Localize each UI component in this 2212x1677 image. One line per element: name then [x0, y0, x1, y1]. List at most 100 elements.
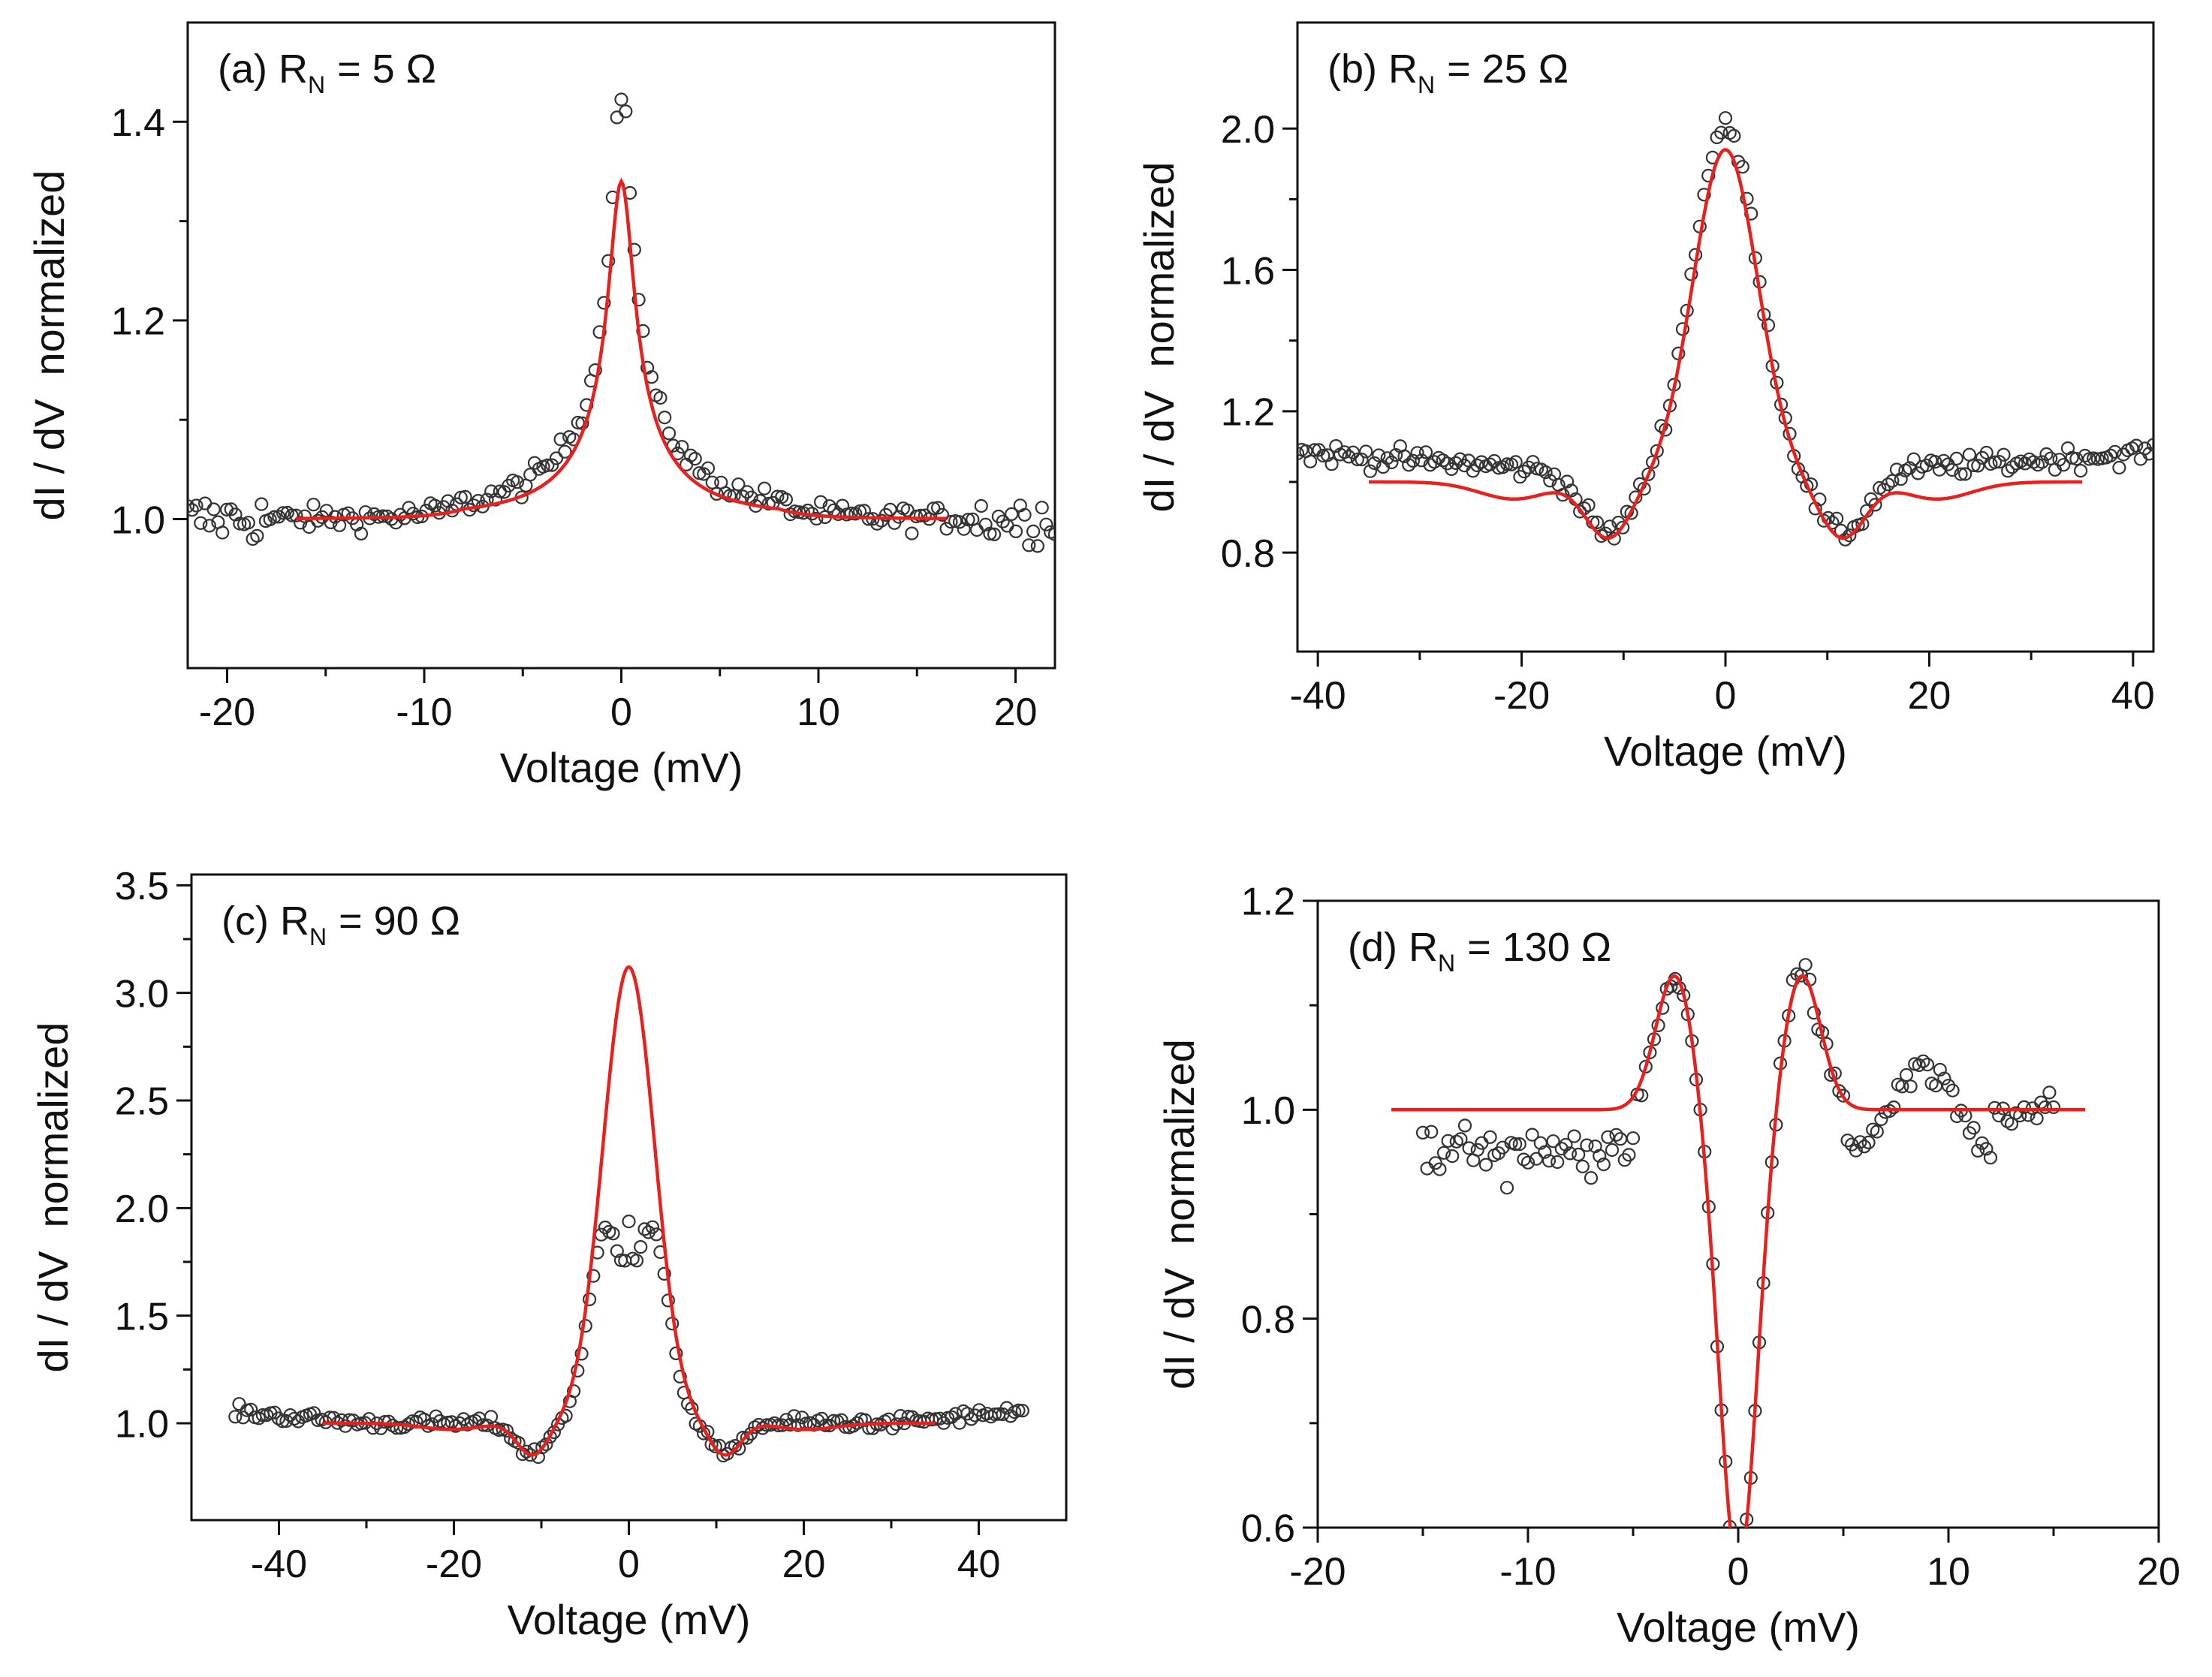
data-point	[787, 1409, 801, 1423]
data-point	[1567, 1129, 1581, 1143]
data-point	[987, 1407, 1002, 1422]
data-point	[1418, 445, 1433, 459]
data-point	[673, 1369, 687, 1384]
data-point	[969, 522, 984, 537]
data-point	[658, 410, 672, 425]
data-point	[1475, 1136, 1489, 1150]
data-point	[2046, 1100, 2061, 1115]
panel-b-ylabel: dI / dV normalized	[1135, 162, 1183, 513]
data-point	[1564, 483, 1578, 498]
data-point	[2129, 438, 2144, 453]
data-point	[710, 486, 724, 501]
data-point	[1363, 464, 1378, 478]
data-point	[653, 390, 668, 405]
y-tick-label: 0.8	[1241, 1298, 1295, 1341]
data-point	[601, 254, 616, 268]
data-point	[1303, 454, 1318, 468]
y-tick-label: 1.0	[1241, 1089, 1295, 1133]
data-point	[539, 1437, 553, 1452]
data-point	[428, 498, 442, 513]
data-point	[194, 516, 208, 530]
x-tick-label: 20	[1908, 674, 1951, 718]
data-point	[930, 501, 945, 515]
panel-b: -40 -20 0 20 40 0.8 1.2 1.6 2.0 Voltage (mV) dI …	[1135, 21, 2155, 775]
data-point	[1954, 467, 1968, 481]
data-point	[553, 432, 568, 447]
data-point	[2108, 444, 2122, 459]
data-point	[390, 1421, 404, 1435]
data-point	[1402, 458, 1416, 472]
data-point	[1406, 453, 1421, 468]
data-point	[952, 515, 967, 529]
data-point	[657, 1266, 671, 1281]
data-point	[1718, 111, 1733, 125]
data-point	[1593, 1149, 1607, 1163]
data-point	[661, 426, 677, 441]
x-tick-label: -40	[1290, 674, 1346, 718]
data-point	[913, 508, 928, 522]
data-point	[1887, 1100, 1901, 1115]
data-point	[2035, 455, 2049, 469]
data-point	[1855, 516, 1870, 531]
panel-a: -20 -10 0 10 20 1.0 1.2 1.4 Voltage (mV) dI / d…	[26, 21, 1056, 791]
data-point	[1624, 506, 1638, 520]
data-point	[1937, 1071, 1951, 1085]
data-point	[255, 497, 269, 511]
x-tick-label: 10	[797, 691, 840, 734]
data-point	[1454, 1132, 1468, 1146]
data-point	[1380, 451, 1394, 465]
data-point	[504, 1431, 518, 1446]
data-point	[241, 516, 255, 530]
data-point	[1478, 1158, 1493, 1172]
panel-b-axes: -40 -20 0 20 40 0.8 1.2 1.6 2.0	[1221, 108, 2155, 718]
data-point	[1397, 449, 1412, 464]
data-point	[2069, 452, 2084, 466]
data-point	[1945, 462, 1960, 477]
data-point	[250, 528, 264, 543]
panel-d-ylabel: dI / dV normalized	[1156, 1039, 1203, 1389]
data-point	[1761, 318, 1776, 333]
data-point	[289, 508, 303, 522]
data-point	[1415, 1125, 1430, 1140]
data-point	[454, 490, 468, 504]
data-point	[1936, 453, 1951, 468]
data-point	[757, 481, 772, 495]
data-point	[1894, 471, 1908, 486]
data-point	[1030, 539, 1045, 553]
panel-c-title-value: = 90 Ω	[339, 899, 460, 944]
panel-c: -40 -20 0 20 40 1.0 1.5 2.0 2.5 3.0 3.5 Voltage (m…	[29, 865, 1068, 1643]
data-point	[1529, 1152, 1544, 1166]
x-tick-label: 20	[994, 691, 1038, 734]
data-point	[1616, 520, 1630, 534]
data-point	[1575, 1159, 1590, 1174]
data-point	[1559, 1137, 1573, 1152]
panel-b-marks	[1297, 111, 2153, 546]
data-point	[1870, 1125, 1884, 1139]
data-point	[1367, 456, 1382, 471]
data-point	[1346, 445, 1361, 459]
data-point	[215, 525, 230, 540]
data-point	[558, 444, 572, 459]
x-tick-label: -40	[251, 1543, 307, 1586]
data-point	[510, 475, 525, 489]
data-point	[622, 1214, 636, 1229]
data-point	[1350, 452, 1364, 467]
panel-c-title-prefix: (c) R	[222, 899, 309, 944]
data-point	[2112, 460, 2126, 475]
data-point	[1538, 465, 1553, 480]
data-point	[1933, 1062, 1947, 1077]
data-point	[606, 1227, 620, 1241]
x-tick-label: -10	[396, 691, 452, 734]
data-point	[1987, 1100, 2002, 1115]
data-point	[996, 514, 1010, 528]
data-point	[307, 1406, 321, 1420]
data-point	[1958, 467, 1972, 481]
data-point	[188, 503, 199, 517]
panel-b-title: (b) RN = 25 Ω	[1328, 47, 1569, 98]
data-point	[1470, 1143, 1484, 1157]
data-point	[2031, 458, 2045, 472]
data-point	[1920, 1058, 1935, 1072]
data-point	[905, 526, 919, 540]
data-point	[1517, 465, 1532, 479]
data-point	[1899, 1067, 1914, 1082]
